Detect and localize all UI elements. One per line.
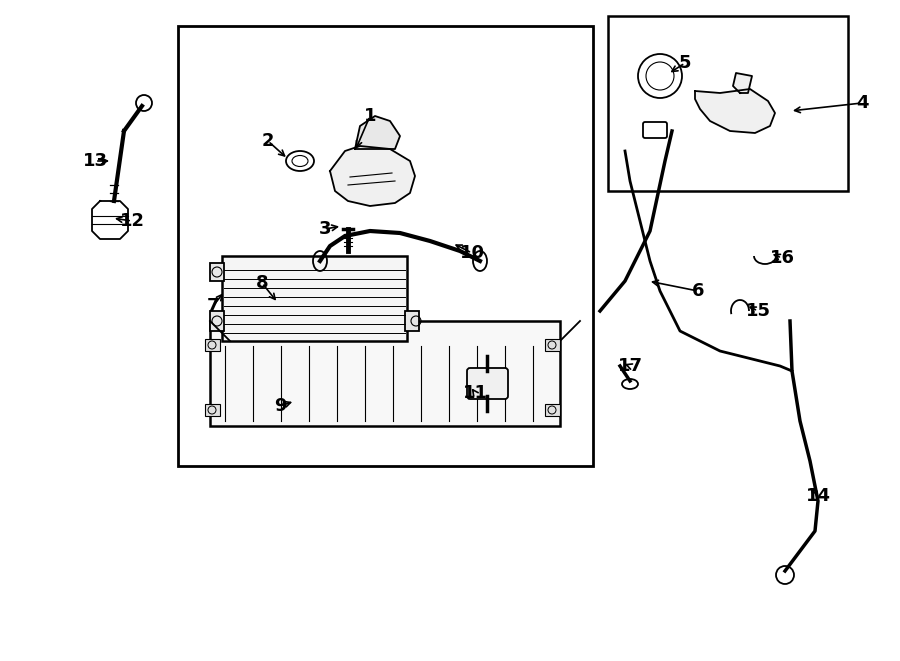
Bar: [405, 311, 419, 331]
Bar: [222, 256, 407, 341]
Text: 9: 9: [274, 397, 286, 415]
Bar: [545, 339, 560, 351]
Polygon shape: [733, 73, 752, 93]
Bar: [608, 16, 848, 191]
Bar: [210, 311, 224, 331]
Text: 3: 3: [319, 220, 331, 238]
Text: 15: 15: [745, 302, 770, 320]
Text: 12: 12: [120, 212, 145, 230]
Text: 14: 14: [806, 487, 831, 505]
Text: 11: 11: [463, 384, 488, 402]
Bar: [210, 263, 224, 281]
FancyBboxPatch shape: [467, 368, 508, 399]
Text: 1: 1: [364, 107, 376, 125]
Text: 5: 5: [679, 54, 691, 72]
Text: 7: 7: [207, 297, 220, 315]
Bar: [205, 339, 220, 351]
Text: 13: 13: [83, 152, 107, 170]
Bar: [210, 321, 560, 426]
Text: 4: 4: [856, 94, 868, 112]
Text: 6: 6: [692, 282, 704, 300]
Text: 2: 2: [262, 132, 274, 150]
Bar: [178, 26, 593, 466]
Polygon shape: [355, 116, 400, 149]
Polygon shape: [330, 146, 415, 206]
Polygon shape: [695, 89, 775, 133]
Text: 16: 16: [770, 249, 795, 267]
Text: 10: 10: [460, 244, 484, 262]
Bar: [545, 404, 560, 416]
Polygon shape: [92, 201, 128, 239]
Bar: [205, 404, 220, 416]
Text: 8: 8: [256, 274, 268, 292]
Text: 17: 17: [617, 357, 643, 375]
